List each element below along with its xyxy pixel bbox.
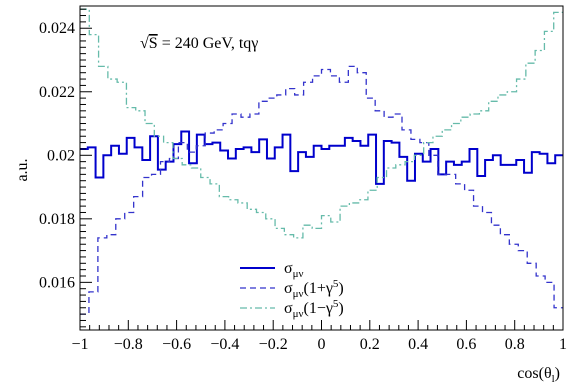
x-axis: −1 −0.8 −0.6 −0.4 −0.2 0 0.2 0.4 0.6 0.8 1 [71,320,567,353]
series-3-line [80,8,563,239]
legend-label-2: σμν(1+γ5) [284,278,344,300]
x-tick-label: 1 [559,336,567,353]
legend-factor: (1+γ [304,280,333,297]
x-tick-label: −0.8 [114,336,143,353]
y-tick-label: 0.022 [39,84,75,101]
x-tick-label: 0.2 [360,336,380,353]
annotation-s: S [149,35,158,52]
legend-label-1: σμν [284,260,304,280]
legend-sigma: σ [284,300,293,317]
legend-sigma: σ [284,260,293,277]
y-tick-label: 0.018 [39,211,75,228]
legend-superscript: 5 [333,298,339,310]
legend-close: ) [338,280,343,297]
x-axis-label-main: cos(θ [517,365,551,382]
legend-subscript: μν [293,308,304,320]
x-tick-label: −1 [71,336,88,353]
x-tick-label: −0.6 [162,336,191,353]
legend-sigma: σ [284,280,293,297]
x-tick-label: 0.8 [505,336,525,353]
x-tick-label: −0.2 [259,336,288,353]
y-tick-label: 0.024 [39,20,75,37]
legend-subscript: μν [293,288,304,300]
y-tick-label: 0.02 [47,147,75,164]
x-tick-label: 0.4 [408,336,428,353]
series-2-line [80,65,563,315]
x-axis-label-sub: l [552,373,555,382]
legend-superscript: 5 [333,278,339,290]
legend-label-3: σμν(1−γ5) [284,298,344,320]
x-axis-label-close: ) [555,365,560,382]
legend-close: ) [338,300,343,317]
annotation-rest: = 240 GeV, tqγ [158,35,259,52]
annotation-sqrt: √ [140,35,149,52]
legend-factor: (1−γ [304,300,333,317]
energy-annotation: √S = 240 GeV, tqγ [140,35,258,52]
legend-subscript: μν [293,268,304,280]
y-tick-label: 0.016 [39,274,75,291]
y-axis-label: a.u. [14,158,31,181]
x-tick-label: 0 [318,336,326,353]
x-axis-label: cos(θl) [517,365,560,382]
y-axis: 0.016 0.018 0.02 0.022 0.024 [39,8,92,328]
series-layer [80,8,563,315]
x-tick-label: −0.4 [210,336,239,353]
x-tick-label: 0.6 [456,336,476,353]
series-1-line [80,130,563,185]
